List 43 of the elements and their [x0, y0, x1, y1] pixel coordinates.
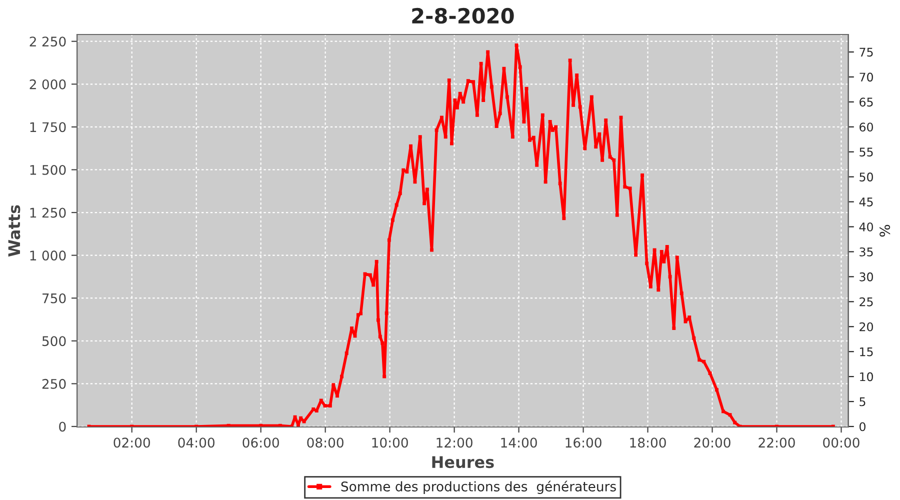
- y-tick-label: 1 500: [30, 164, 66, 175]
- y2-tick-label: 15: [860, 347, 873, 356]
- x-tick-label: 20:00: [694, 438, 730, 448]
- y2-tick-label: 45: [859, 198, 873, 206]
- x-tick-label: 00:00: [823, 438, 860, 448]
- x-tick-label: 08:00: [307, 438, 344, 448]
- x-tick-label: 16:00: [566, 438, 602, 448]
- y2-tick-label: 55: [860, 148, 873, 157]
- y2-tick-label: 75: [860, 48, 873, 57]
- y2-tick-label: 25: [860, 297, 873, 306]
- y-tick-label: 2 250: [30, 36, 66, 47]
- x-tick-label: 14:00: [501, 438, 537, 448]
- y2-tick-label: 35: [860, 247, 873, 256]
- y2-tick-label: 5: [860, 397, 866, 406]
- y2-tick-label: 20: [860, 322, 873, 332]
- y2-tick-label: 60: [860, 122, 873, 132]
- x-tick-label: 12:00: [436, 438, 472, 448]
- x-tick-label: 22:00: [758, 438, 795, 448]
- y2-tick-label: 40: [859, 222, 873, 232]
- y-tick-label: 250: [42, 378, 66, 389]
- y2-tick-label: 30: [860, 272, 873, 282]
- x-tick-label: 18:00: [630, 438, 666, 448]
- x-tick-label: 02:00: [114, 438, 150, 448]
- y-tick-label: 0: [59, 422, 66, 432]
- x-tick-label: 06:00: [242, 438, 279, 448]
- y2-tick-label: 65: [860, 98, 873, 107]
- chart-title: 2-8-2020: [412, 8, 514, 24]
- y2-tick-label: 70: [860, 72, 873, 82]
- x-tick-label: 04:00: [178, 438, 214, 448]
- y-axis-title: Watts: [8, 205, 20, 257]
- x-axis-title: Heures: [432, 456, 494, 468]
- legend-label: Somme des productions des générateurs: [341, 480, 616, 494]
- y2-axis-title: %: [880, 224, 890, 237]
- y-tick-label: 1 250: [30, 208, 66, 218]
- y2-tick-label: 50: [860, 172, 873, 182]
- y-tick-label: 750: [42, 293, 66, 304]
- y-tick-label: 1 750: [30, 122, 66, 132]
- y-tick-label: 1 000: [30, 250, 66, 261]
- y-tick-label: 500: [42, 336, 66, 346]
- x-tick-label: 10:00: [372, 438, 408, 448]
- y-tick-label: 2 000: [30, 79, 66, 90]
- y2-tick-label: 0: [860, 422, 866, 432]
- y2-tick-label: 10: [860, 372, 873, 382]
